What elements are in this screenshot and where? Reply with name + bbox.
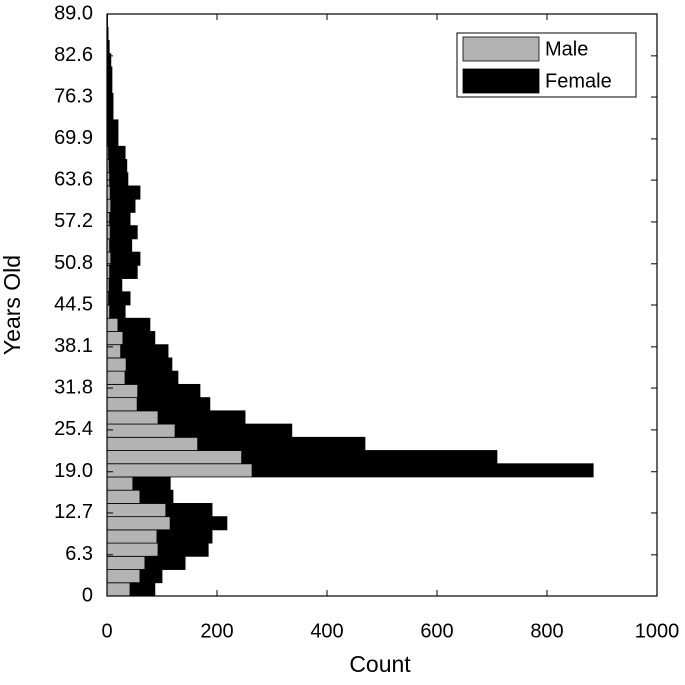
- bar: [107, 132, 119, 147]
- bar: [109, 238, 133, 253]
- bar: [156, 529, 213, 544]
- bar: [132, 476, 171, 491]
- bar: [106, 370, 126, 385]
- bar: [106, 357, 127, 372]
- bar: [122, 331, 156, 346]
- y-tick-label: 31.8: [54, 376, 93, 398]
- y-tick-label: 44.5: [54, 293, 93, 315]
- bar: [109, 212, 131, 227]
- bar: [109, 185, 141, 200]
- bar: [106, 503, 167, 518]
- bar: [110, 251, 141, 266]
- bar: [107, 119, 119, 134]
- bar: [106, 516, 171, 531]
- bar: [251, 463, 594, 478]
- bar: [106, 317, 119, 332]
- bar: [106, 529, 158, 544]
- y-tick-label: 25.4: [54, 418, 93, 440]
- x-tick-label: 400: [310, 620, 343, 642]
- bar: [106, 397, 138, 412]
- bar: [137, 383, 201, 398]
- bar: [106, 436, 199, 451]
- bar: [106, 489, 141, 504]
- bar: [197, 436, 366, 451]
- legend-swatch: [462, 68, 540, 94]
- x-tick-label: 1000: [635, 620, 680, 642]
- bar: [157, 542, 209, 557]
- bar: [106, 582, 131, 597]
- bar: [109, 172, 129, 187]
- y-tick-label: 38.1: [54, 335, 93, 357]
- bar: [107, 66, 113, 81]
- x-tick-label: 600: [420, 620, 453, 642]
- bar: [106, 463, 253, 478]
- bar: [108, 145, 126, 160]
- y-tick-label: 76.3: [54, 85, 93, 107]
- bar: [109, 264, 138, 279]
- bar: [106, 383, 139, 398]
- bar: [165, 503, 213, 518]
- bar: [157, 410, 246, 425]
- bar: [106, 476, 134, 491]
- bar: [125, 357, 173, 372]
- bar: [108, 159, 128, 174]
- bar: [174, 423, 293, 438]
- bar: [109, 225, 138, 240]
- bar: [109, 304, 126, 319]
- bar: [106, 410, 159, 425]
- bar: [110, 198, 136, 213]
- bar: [107, 92, 114, 107]
- bar: [136, 397, 211, 412]
- bar: [107, 79, 113, 94]
- bar: [120, 344, 169, 359]
- y-tick-label: 57.2: [54, 210, 93, 232]
- x-tick-label: 800: [530, 620, 563, 642]
- bar: [108, 291, 131, 306]
- legend-label: Male: [545, 38, 588, 60]
- bar: [144, 555, 186, 570]
- bar: [241, 450, 498, 465]
- bar: [108, 278, 123, 293]
- bar: [139, 569, 163, 584]
- bar: [107, 106, 114, 121]
- y-tick-label: 50.8: [54, 252, 93, 274]
- x-tick-label: 0: [101, 620, 112, 642]
- bar: [106, 423, 176, 438]
- bar: [106, 450, 243, 465]
- bar: [129, 582, 156, 597]
- y-tick-label: 82.6: [54, 44, 93, 66]
- y-tick-label: 12.7: [54, 501, 93, 523]
- y-tick-label: 6.3: [65, 543, 93, 565]
- bar: [106, 331, 124, 346]
- y-tick-label: 63.6: [54, 168, 93, 190]
- bar: [106, 569, 141, 584]
- y-tick-label: 0: [82, 584, 93, 606]
- bar: [124, 370, 179, 385]
- y-axis-label: Years Old: [0, 255, 25, 355]
- bar: [106, 555, 146, 570]
- x-tick-label: 200: [200, 620, 233, 642]
- bar: [139, 489, 174, 504]
- legend-swatch: [462, 36, 540, 62]
- x-axis-label: Count: [349, 651, 411, 677]
- y-tick-label: 89.0: [54, 2, 93, 24]
- bar: [117, 317, 151, 332]
- y-tick-label: 69.9: [54, 127, 93, 149]
- legend-label: Female: [545, 70, 612, 92]
- bar: [169, 516, 228, 531]
- bar: [106, 542, 159, 557]
- y-tick-label: 19.0: [54, 460, 93, 482]
